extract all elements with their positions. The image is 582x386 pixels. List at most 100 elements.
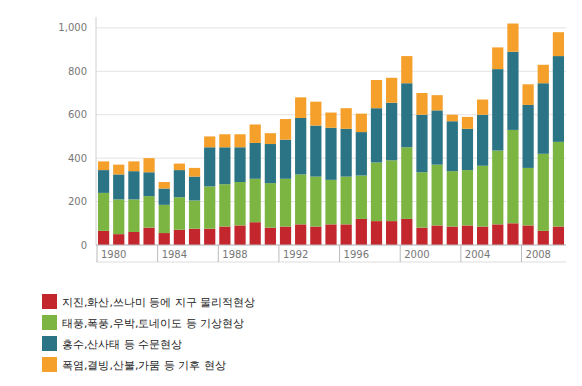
bar-segment xyxy=(250,179,261,222)
bar-segment xyxy=(341,177,352,225)
bar-segment xyxy=(204,229,215,245)
legend-label: 지진,화산,쓰나미 등에 지구 물리적현상 xyxy=(62,296,255,309)
bar-segment xyxy=(462,117,473,129)
bar-segment xyxy=(204,136,215,147)
legend-swatch xyxy=(42,336,57,351)
grid-line xyxy=(96,245,566,246)
grid-line xyxy=(96,27,566,28)
bar-segment xyxy=(553,56,564,142)
bar-segment xyxy=(492,224,503,245)
bar-segment xyxy=(113,234,124,245)
bar-segment xyxy=(432,95,443,110)
bar-segment xyxy=(98,170,109,193)
bar-segment xyxy=(447,171,458,226)
bar-segment xyxy=(98,231,109,245)
legend-label: 홍수,산사태 등 수문현상 xyxy=(62,338,183,351)
x-tick xyxy=(218,245,219,262)
bar-segment xyxy=(159,205,170,233)
x-tick-label: 1996 xyxy=(344,249,369,260)
legend-swatch xyxy=(42,294,57,309)
y-tick-label: 1,000 xyxy=(58,22,87,33)
bar-segment xyxy=(143,172,154,196)
bar-segment xyxy=(295,97,306,118)
bar-segment xyxy=(371,221,382,245)
bar-segment xyxy=(250,124,261,142)
bar-segment xyxy=(310,102,321,126)
bar-segment xyxy=(447,121,458,171)
bar-segment xyxy=(553,142,564,227)
legend-swatch xyxy=(42,315,57,330)
bar-segment xyxy=(280,179,291,227)
x-tick xyxy=(460,245,461,262)
bar-segment xyxy=(386,160,397,221)
x-tick-label: 2000 xyxy=(404,249,429,260)
y-tick-label: 800 xyxy=(68,66,87,77)
x-tick xyxy=(339,245,340,262)
bar-segment xyxy=(295,118,306,174)
bar-segment xyxy=(128,199,139,232)
bar-segment xyxy=(280,119,291,140)
bar-segment xyxy=(310,227,321,245)
bar-segment xyxy=(356,114,367,132)
bar-segment xyxy=(507,52,518,130)
bar-segment xyxy=(113,199,124,234)
bar-segment xyxy=(128,232,139,245)
bar-segment xyxy=(432,165,443,226)
bar-segment xyxy=(174,230,185,245)
x-tick xyxy=(157,245,158,262)
bar-segment xyxy=(325,180,336,225)
bar-segment xyxy=(401,219,412,245)
bar-segment xyxy=(447,115,458,122)
bar-segment xyxy=(234,134,245,147)
bar-segment xyxy=(280,140,291,179)
bar-segment xyxy=(432,110,443,164)
bar-segment xyxy=(265,133,276,144)
x-axis xyxy=(96,245,566,246)
bar-segment xyxy=(295,224,306,245)
x-tick-label: 2008 xyxy=(526,249,551,260)
bar-segment xyxy=(522,225,533,245)
bar-segment xyxy=(371,108,382,162)
bar-segment xyxy=(356,176,367,219)
bar-segment xyxy=(538,83,549,154)
bar-segment xyxy=(113,174,124,199)
bar-segment xyxy=(143,196,154,227)
bar-segment xyxy=(386,78,397,103)
x-tick-label: 1984 xyxy=(162,249,187,260)
bars xyxy=(98,24,564,245)
bar-segment xyxy=(477,166,488,227)
bar-segment xyxy=(174,164,185,171)
bar-segment xyxy=(386,103,397,161)
bar-segment xyxy=(538,65,549,83)
bar-segment xyxy=(462,170,473,225)
bar-segment xyxy=(492,69,503,150)
bar-segment xyxy=(401,147,412,219)
bar-segment xyxy=(128,161,139,171)
bar-segment xyxy=(341,108,352,129)
bar-segment xyxy=(159,233,170,245)
bar-segment xyxy=(295,174,306,224)
bar-segment xyxy=(204,147,215,186)
bar-segment xyxy=(416,228,427,245)
bar-segment xyxy=(234,182,245,225)
bar-segment xyxy=(522,84,533,105)
y-axis xyxy=(96,17,97,245)
legend-swatch xyxy=(42,357,57,372)
bar-segment xyxy=(250,143,261,179)
bar-segment xyxy=(265,183,276,228)
bar-segment xyxy=(265,228,276,245)
bar-segment xyxy=(432,225,443,245)
bar-segment xyxy=(310,126,321,177)
x-tick-label: 1988 xyxy=(222,249,247,260)
bar-segment xyxy=(507,24,518,52)
bar-segment xyxy=(462,129,473,170)
bar-segment xyxy=(401,83,412,147)
bar-segment xyxy=(98,161,109,170)
bar-segment xyxy=(325,128,336,180)
bar-segment xyxy=(492,47,503,69)
bar-segment xyxy=(538,231,549,245)
y-tick-label: 0 xyxy=(81,240,87,251)
bar-segment xyxy=(159,189,170,205)
bar-segment xyxy=(143,228,154,245)
bar-segment xyxy=(219,134,230,147)
